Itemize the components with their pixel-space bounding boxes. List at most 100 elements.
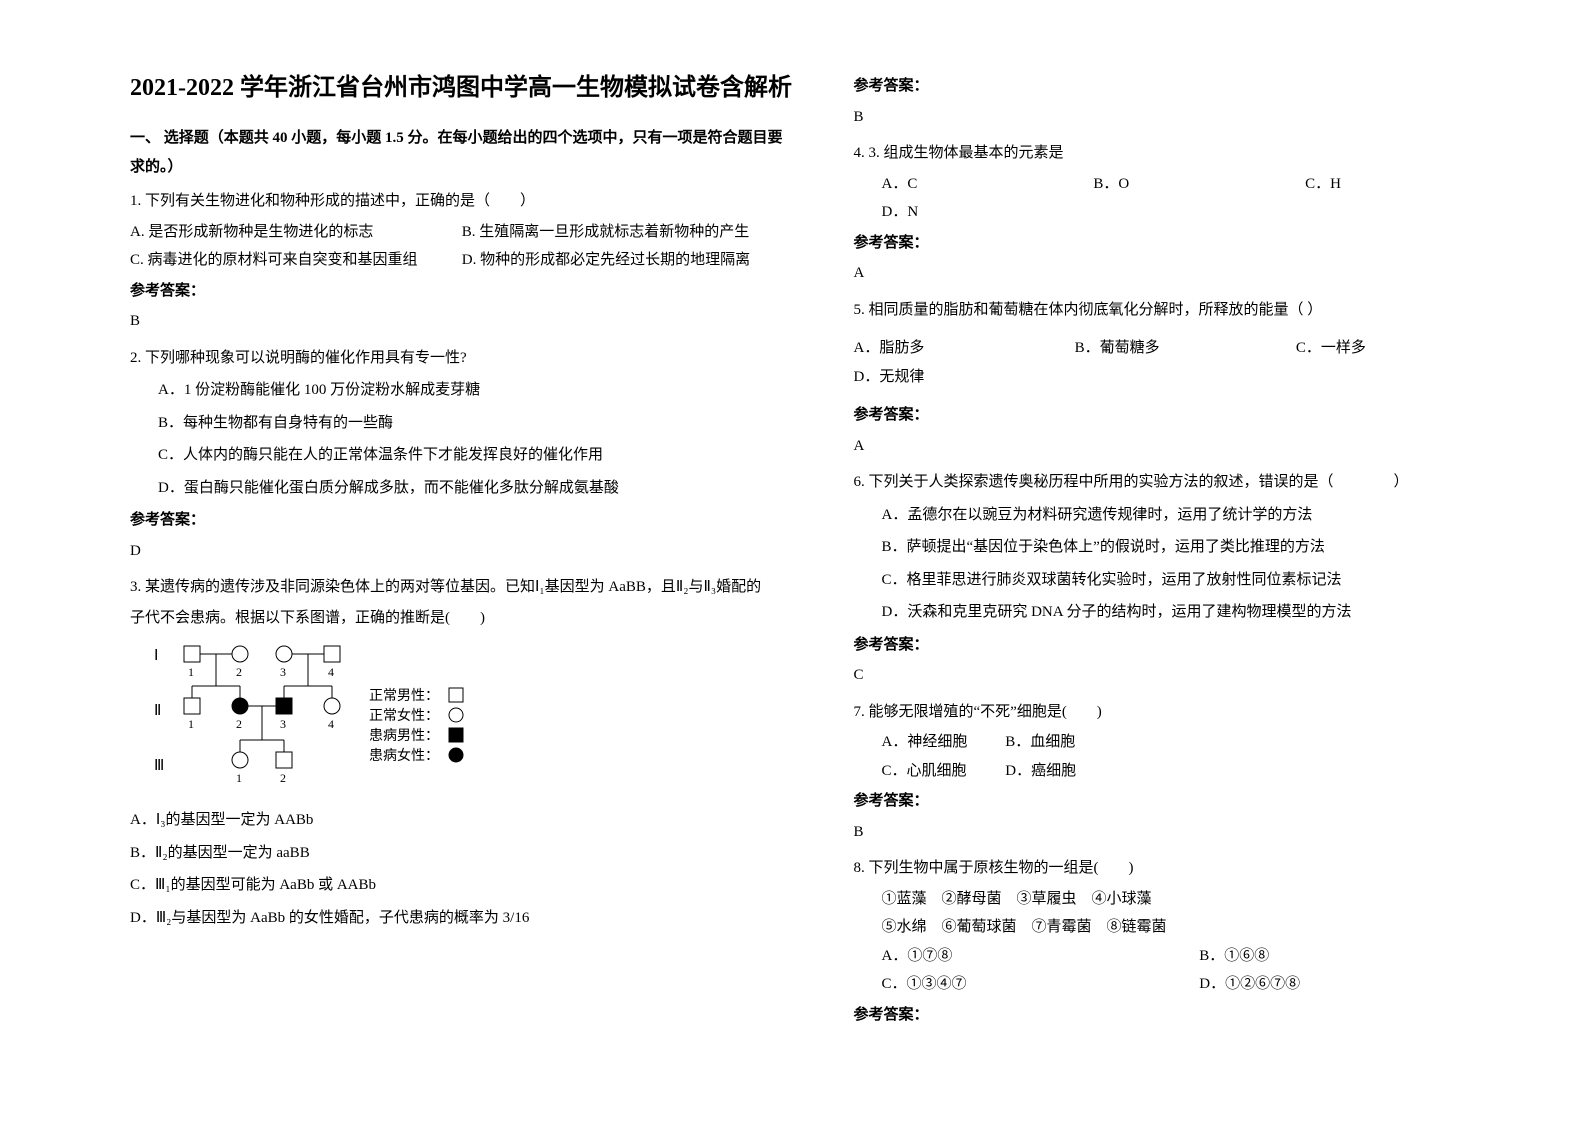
- q1-options2: C. 病毒进化的原材料可来自突变和基因重组 D. 物种的形成都必定先经过长期的地…: [130, 246, 794, 275]
- q5-stem: 5. 相同质量的脂肪和葡萄糖在体内彻底氧化分解时，所释放的能量（ ）: [854, 296, 1518, 325]
- left-column: 2021-2022 学年浙江省台州市鸿图中学高一生物模拟试卷含解析 一、 选择题…: [100, 70, 824, 1082]
- q2-b: B．每种生物都有自身特有的一些酶: [158, 409, 794, 438]
- q4-c: C．H: [1305, 170, 1517, 199]
- ii4-circle: [324, 698, 340, 714]
- q8-line2: ⑤水绵 ⑥葡萄球菌 ⑦青霉菌 ⑧链霉菌: [854, 913, 1518, 942]
- q3-stem-a: 3. 某遗传病的遗传涉及非同源染色体上的两对等位基因。已知Ⅰ₁基因型为 AaBB…: [130, 573, 794, 602]
- q3-d: D．Ⅲ₂与基因型为 AaBb 的女性婚配，子代患病的概率为 3/16: [130, 904, 794, 933]
- q6-c: C．格里菲思进行肺炎双球菌转化实验时，运用了放射性同位素标记法: [882, 566, 1518, 595]
- q3-a: A．Ⅰ₃的基因型一定为 AABb: [130, 806, 794, 835]
- q4-d: D．N: [882, 198, 1518, 227]
- q6-ans: C: [854, 661, 1518, 690]
- q8-b: B．①⑥⑧: [1199, 942, 1517, 971]
- q1-b: B. 生殖隔离一旦形成就标志着新物种的产生: [462, 218, 794, 247]
- q5-b: B．葡萄糖多: [1075, 334, 1296, 363]
- q2-d: D．蛋白酶只能催化蛋白质分解成多肽，而不能催化多肽分解成氨基酸: [158, 474, 794, 503]
- q7-a: A．神经细胞: [882, 728, 1002, 757]
- legend1-icon: [449, 688, 463, 702]
- q1-ans: B: [130, 307, 794, 336]
- section-1-head: 一、 选择题（本题共 40 小题，每小题 1.5 分。在每小题给出的四个选项中，…: [130, 124, 794, 181]
- pedigree-diagram: Ⅰ Ⅱ Ⅲ 1 2 3 4: [154, 640, 794, 800]
- iii1-circle: [232, 752, 248, 768]
- q1-d: D. 物种的形成都必定先经过长期的地理隔离: [462, 246, 794, 275]
- q7-ans-label: 参考答案：: [854, 787, 1518, 816]
- q4-options: A．C B．O C．H D．N: [854, 170, 1518, 227]
- q6-a: A．孟德尔在以豌豆为材料研究遗传规律时，运用了统计学的方法: [882, 501, 1518, 530]
- right-column: 参考答案： B 4. 3. 组成生物体最基本的元素是 A．C B．O C．H D…: [824, 70, 1548, 1082]
- q2-c: C．人体内的酶只能在人的正常体温条件下才能发挥良好的催化作用: [158, 441, 794, 470]
- q6-ans-label: 参考答案：: [854, 631, 1518, 660]
- q2-stem: 2. 下列哪种现象可以说明酶的催化作用具有专一性?: [130, 344, 794, 373]
- ii-num2: 2: [236, 717, 242, 731]
- i-num1: 1: [188, 665, 194, 679]
- q7-b: B．血细胞: [1005, 734, 1075, 750]
- q6-b: B．萨顿提出“基因位于染色体上”的假说时，运用了类比推理的方法: [882, 533, 1518, 562]
- q8-options2: C．①③④⑦ D．①②⑥⑦⑧: [854, 970, 1518, 999]
- gen2-label: Ⅱ: [154, 703, 161, 719]
- i4-square: [324, 646, 340, 662]
- iii2-square: [276, 752, 292, 768]
- q8-d: D．①②⑥⑦⑧: [1199, 970, 1517, 999]
- i3-circle: [276, 646, 292, 662]
- q8-ans-label: 参考答案：: [854, 1001, 1518, 1030]
- q7-d: D．癌细胞: [1005, 763, 1076, 779]
- legend4-icon: [449, 748, 463, 762]
- q3-options: A．Ⅰ₃的基因型一定为 AABb B．Ⅱ₂的基因型一定为 aaBB C．Ⅲ₁的基…: [130, 806, 794, 932]
- legend1-text: 正常男性：: [369, 688, 439, 704]
- i1-square: [184, 646, 200, 662]
- q5-options: A．脂肪多 B．葡萄糖多 C．一样多 D．无规律: [854, 334, 1518, 391]
- q2-options: A．1 份淀粉酶能催化 100 万份淀粉水解成麦芽糖 B．每种生物都有自身特有的…: [130, 376, 794, 502]
- q7-ans: B: [854, 818, 1518, 847]
- q3-ans-label: 参考答案：: [854, 72, 1518, 101]
- legend2-text: 正常女性：: [369, 707, 439, 724]
- q5-ans-label: 参考答案：: [854, 401, 1518, 430]
- q8-c: C．①③④⑦: [882, 970, 1200, 999]
- q5-ans: A: [854, 432, 1518, 461]
- q8-line1: ①蓝藻 ②酵母菌 ③草履虫 ④小球藻: [854, 885, 1518, 914]
- i-num2: 2: [236, 665, 242, 679]
- q4-a: A．C: [882, 170, 1094, 199]
- iii-num1: 1: [236, 771, 242, 785]
- ii1-square: [184, 698, 200, 714]
- ii-num3: 3: [280, 717, 286, 731]
- q6-options: A．孟德尔在以豌豆为材料研究遗传规律时，运用了统计学的方法 B．萨顿提出“基因位…: [854, 501, 1518, 627]
- q1-ans-label: 参考答案：: [130, 277, 794, 306]
- q1-a: A. 是否形成新物种是生物进化的标志: [130, 218, 462, 247]
- exam-title: 2021-2022 学年浙江省台州市鸿图中学高一生物模拟试卷含解析: [130, 70, 794, 106]
- q7-c: C．心肌细胞: [882, 757, 1002, 786]
- q5-d: D．无规律: [854, 363, 1518, 392]
- i-num3: 3: [280, 665, 286, 679]
- ii2-circle-filled: [232, 698, 248, 714]
- q2-a: A．1 份淀粉酶能催化 100 万份淀粉水解成麦芽糖: [158, 376, 794, 405]
- q5-a: A．脂肪多: [854, 334, 1075, 363]
- q4-ans-label: 参考答案：: [854, 229, 1518, 258]
- q3-c: C．Ⅲ₁的基因型可能为 AaBb 或 AABb: [130, 871, 794, 900]
- q5-c: C．一样多: [1296, 334, 1517, 363]
- q3-ans: B: [854, 103, 1518, 132]
- legend3-text: 患病男性：: [369, 728, 439, 744]
- q4-stem: 4. 3. 组成生物体最基本的元素是: [854, 139, 1518, 168]
- ii-num4: 4: [328, 717, 334, 731]
- legend4-text: 患病女性：: [369, 747, 439, 764]
- q3-b: B．Ⅱ₂的基因型一定为 aaBB: [130, 839, 794, 868]
- q4-b: B．O: [1093, 170, 1305, 199]
- q1-stem: 1. 下列有关生物进化和物种形成的描述中，正确的是（ ）: [130, 187, 794, 216]
- q4-ans: A: [854, 259, 1518, 288]
- i-num4: 4: [328, 665, 334, 679]
- iii-num2: 2: [280, 771, 286, 785]
- q2-ans: D: [130, 537, 794, 566]
- i2-circle: [232, 646, 248, 662]
- legend3-icon: [449, 728, 463, 742]
- q1-c: C. 病毒进化的原材料可来自突变和基因重组: [130, 246, 462, 275]
- q8-options1: A．①⑦⑧ B．①⑥⑧: [854, 942, 1518, 971]
- q6-d: D．沃森和克里克研究 DNA 分子的结构时，运用了建构物理模型的方法: [882, 598, 1518, 627]
- gen3-label: Ⅲ: [154, 758, 164, 774]
- gen1-label: Ⅰ: [154, 648, 158, 664]
- q8-a: A．①⑦⑧: [882, 942, 1200, 971]
- q7-stem: 7. 能够无限增殖的“不死”细胞是( ): [854, 698, 1518, 727]
- q3-stem-b: 子代不会患病。根据以下系图谱，正确的推断是( ): [130, 604, 794, 633]
- ii3-square-filled: [276, 698, 292, 714]
- q6-stem: 6. 下列关于人类探索遗传奥秘历程中所用的实验方法的叙述，错误的是（ ）: [854, 468, 1518, 497]
- q7-options: A．神经细胞 B．血细胞 C．心肌细胞 D．癌细胞: [854, 728, 1518, 785]
- legend2-icon: [449, 708, 463, 722]
